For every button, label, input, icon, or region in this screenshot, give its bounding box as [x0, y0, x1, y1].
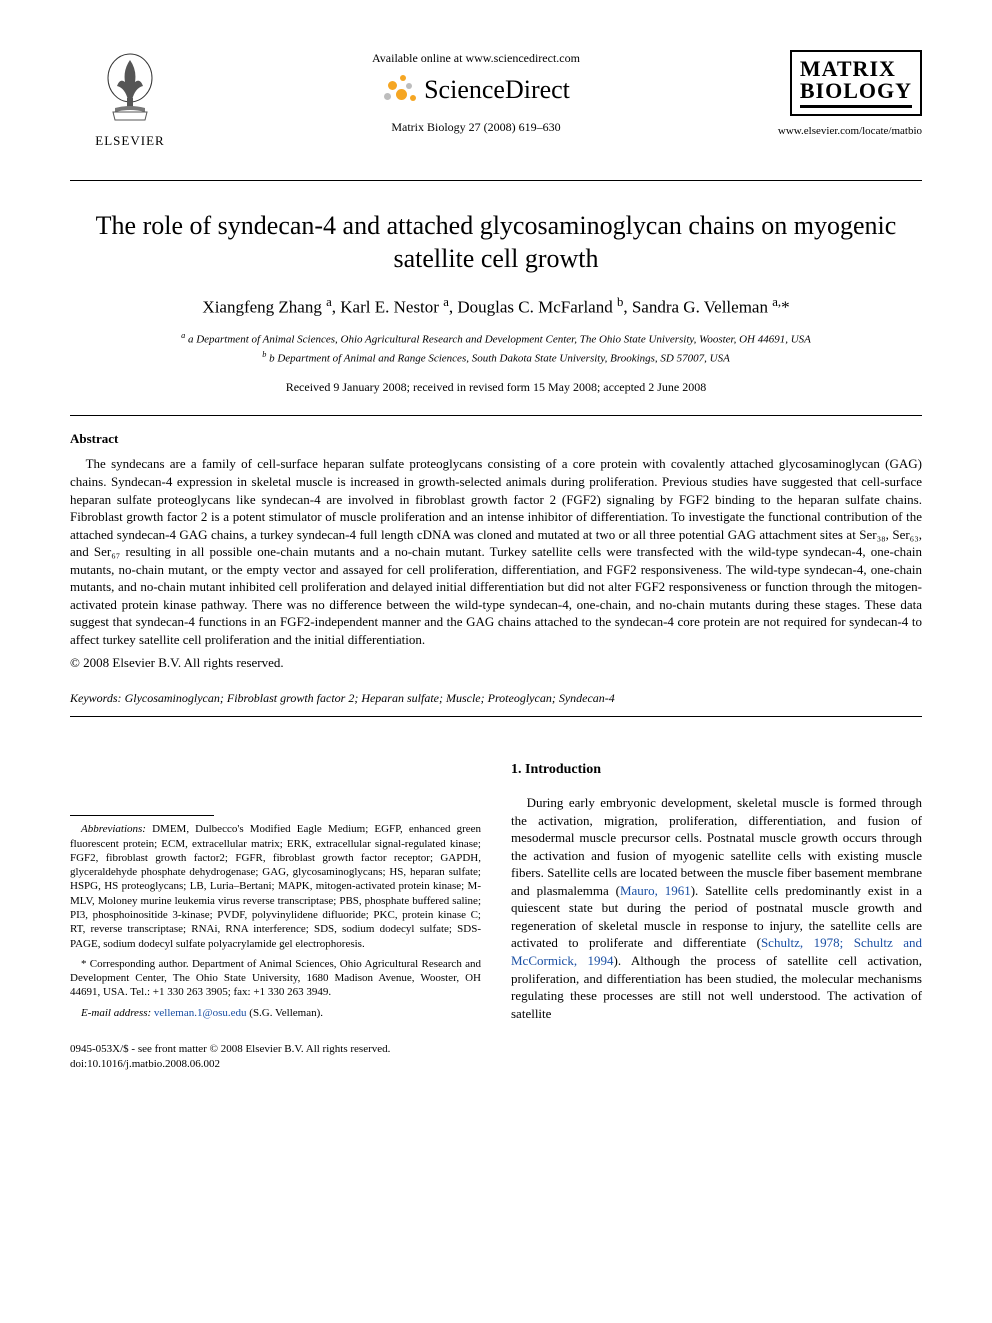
authors: Xiangfeng Zhang a, Karl E. Nestor a, Dou…	[70, 294, 922, 320]
footnotes: Abbreviations: DMEM, Dulbecco's Modified…	[70, 822, 481, 1020]
mid-rule-2	[70, 716, 922, 717]
sciencedirect-dots-icon	[382, 75, 418, 105]
abbreviations-footnote: Abbreviations: DMEM, Dulbecco's Modified…	[70, 822, 481, 951]
journal-logo-line2: BIOLOGY	[800, 80, 912, 102]
keywords: Keywords: Glycosaminoglycan; Fibroblast …	[70, 690, 922, 706]
issn-line: 0945-053X/$ - see front matter © 2008 El…	[70, 1042, 922, 1057]
intro-paragraph: During early embryonic development, skel…	[511, 794, 922, 1022]
elsevier-tree-icon	[95, 50, 165, 130]
article-title: The role of syndecan-4 and attached glyc…	[70, 209, 922, 277]
affiliation-a-text: a Department of Animal Sciences, Ohio Ag…	[188, 333, 811, 345]
email-link[interactable]: velleman.1@osu.edu	[154, 1007, 247, 1019]
top-rule	[70, 180, 922, 181]
mid-rule-1	[70, 415, 922, 416]
publisher-center: Available online at www.sciencedirect.co…	[190, 50, 762, 135]
citation-mauro[interactable]: Mauro, 1961	[620, 883, 691, 898]
email-footnote: E-mail address: velleman.1@osu.edu (S.G.…	[70, 1006, 481, 1020]
abbrev-text: DMEM, Dulbecco's Modified Eagle Medium; …	[70, 823, 481, 949]
left-column: Abbreviations: DMEM, Dulbecco's Modified…	[70, 761, 481, 1026]
email-label: E-mail address:	[81, 1007, 151, 1019]
corr-label: * Corresponding author.	[81, 958, 189, 970]
publisher-left: ELSEVIER	[70, 50, 190, 150]
abbrev-label: Abbreviations:	[81, 823, 146, 835]
sciencedirect-logo: ScienceDirect	[210, 72, 742, 107]
keywords-text: Glycosaminoglycan; Fibroblast growth fac…	[125, 691, 615, 705]
affiliation-b-text: b Department of Animal and Range Science…	[269, 353, 730, 365]
footnote-rule	[70, 815, 214, 816]
article-dates: Received 9 January 2008; received in rev…	[70, 379, 922, 395]
introduction-heading: 1. Introduction	[511, 761, 922, 780]
corresponding-author-footnote: * Corresponding author. Department of An…	[70, 957, 481, 1000]
available-online-text: Available online at www.sciencedirect.co…	[210, 50, 742, 66]
abstract-heading: Abstract	[70, 430, 922, 448]
abstract-paragraph: The syndecans are a family of cell-surfa…	[70, 455, 922, 648]
keywords-label: Keywords:	[70, 691, 122, 705]
abstract-body: The syndecans are a family of cell-surfa…	[70, 455, 922, 648]
journal-logo: MATRIX BIOLOGY	[790, 50, 922, 116]
publisher-right: MATRIX BIOLOGY www.elsevier.com/locate/m…	[762, 50, 922, 139]
sciencedirect-text: ScienceDirect	[424, 72, 570, 107]
journal-reference: Matrix Biology 27 (2008) 619–630	[210, 119, 742, 135]
doi-line: doi:10.1016/j.matbio.2008.06.002	[70, 1057, 922, 1072]
publisher-name: ELSEVIER	[95, 132, 164, 150]
copyright-line: © 2008 Elsevier B.V. All rights reserved…	[70, 654, 922, 672]
email-attribution: (S.G. Velleman).	[249, 1007, 323, 1019]
affiliation-a: a a Department of Animal Sciences, Ohio …	[70, 330, 922, 348]
journal-logo-line1: MATRIX	[800, 58, 912, 80]
journal-logo-bar	[800, 105, 912, 108]
footer: 0945-053X/$ - see front matter © 2008 El…	[70, 1042, 922, 1072]
two-column-body: Abbreviations: DMEM, Dulbecco's Modified…	[70, 761, 922, 1026]
publisher-header: ELSEVIER Available online at www.science…	[70, 50, 922, 150]
right-column: 1. Introduction During early embryonic d…	[511, 761, 922, 1026]
journal-url: www.elsevier.com/locate/matbio	[762, 124, 922, 139]
affiliation-b: b b Department of Animal and Range Scien…	[70, 349, 922, 367]
